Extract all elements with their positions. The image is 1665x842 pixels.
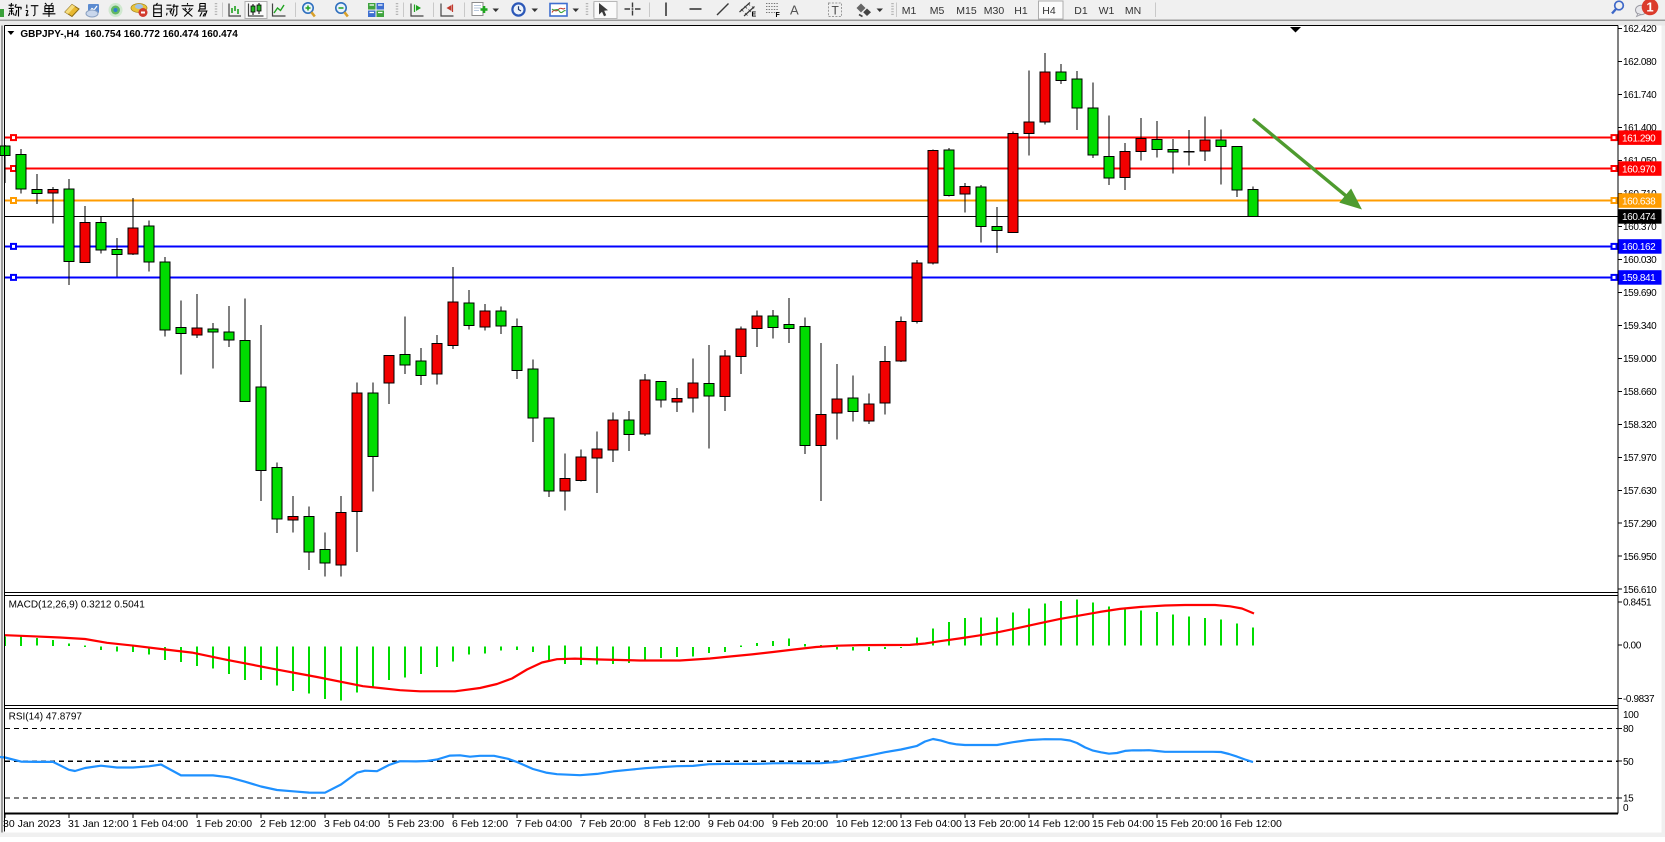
svg-text:100: 100	[1623, 710, 1639, 721]
svg-text:159.000: 159.000	[1623, 354, 1657, 365]
svg-text:157.970: 157.970	[1623, 453, 1657, 464]
svg-text:A: A	[790, 3, 799, 18]
svg-text:D1: D1	[1074, 5, 1088, 17]
svg-text:0.00: 0.00	[1623, 641, 1642, 652]
svg-text:161.740: 161.740	[1623, 90, 1657, 101]
svg-text:H1: H1	[1014, 5, 1028, 17]
svg-text:1 Feb 04:00: 1 Feb 04:00	[132, 818, 188, 830]
svg-text:15 Feb 04:00: 15 Feb 04:00	[1092, 818, 1154, 830]
svg-text:15 Feb 20:00: 15 Feb 20:00	[1156, 818, 1218, 830]
svg-text:30 Jan 2023: 30 Jan 2023	[3, 818, 61, 830]
svg-text:156.950: 156.950	[1623, 552, 1657, 563]
svg-text:0.8451: 0.8451	[1623, 597, 1652, 608]
svg-text:GBPJPY-,H4 160.754 160.772 16: GBPJPY-,H4 160.754 160.772 160.474 160.4…	[20, 29, 238, 40]
svg-text:31 Jan 12:00: 31 Jan 12:00	[68, 818, 129, 830]
svg-text:M15: M15	[956, 5, 977, 17]
svg-text:157.630: 157.630	[1623, 486, 1657, 497]
svg-text:159.841: 159.841	[1622, 273, 1656, 284]
svg-text:7 Feb 20:00: 7 Feb 20:00	[580, 818, 636, 830]
svg-text:-0.9837: -0.9837	[1623, 694, 1655, 705]
svg-text:14 Feb 12:00: 14 Feb 12:00	[1028, 818, 1090, 830]
svg-text:RSI(14) 47.8797: RSI(14) 47.8797	[9, 712, 83, 723]
svg-text:3 Feb 04:00: 3 Feb 04:00	[324, 818, 380, 830]
svg-text:160.638: 160.638	[1622, 196, 1656, 207]
svg-text:160.474: 160.474	[1622, 212, 1656, 223]
svg-text:1 Feb 20:00: 1 Feb 20:00	[196, 818, 252, 830]
svg-text:160.970: 160.970	[1622, 164, 1656, 175]
svg-text:156.610: 156.610	[1623, 585, 1657, 596]
svg-text:2 Feb 12:00: 2 Feb 12:00	[260, 818, 316, 830]
svg-text:9 Feb 20:00: 9 Feb 20:00	[772, 818, 828, 830]
svg-text:16 Feb 12:00: 16 Feb 12:00	[1220, 818, 1282, 830]
svg-text:159.340: 159.340	[1623, 321, 1657, 332]
svg-text:8 Feb 12:00: 8 Feb 12:00	[644, 818, 700, 830]
svg-text:160.162: 160.162	[1622, 242, 1656, 253]
svg-text:MACD(12,26,9) 0.3212 0.5041: MACD(12,26,9) 0.3212 0.5041	[9, 599, 146, 610]
svg-text:M5: M5	[930, 5, 945, 17]
svg-text:H4: H4	[1042, 5, 1056, 17]
svg-text:5 Feb 23:00: 5 Feb 23:00	[388, 818, 444, 830]
svg-text:10 Feb 12:00: 10 Feb 12:00	[836, 818, 898, 830]
svg-text:T: T	[832, 4, 840, 18]
svg-text:159.690: 159.690	[1623, 288, 1657, 299]
svg-text:M30: M30	[984, 5, 1005, 17]
svg-text:13 Feb 20:00: 13 Feb 20:00	[964, 818, 1026, 830]
svg-text:7 Feb 04:00: 7 Feb 04:00	[516, 818, 572, 830]
svg-text:0: 0	[1623, 803, 1629, 814]
svg-text:13 Feb 04:00: 13 Feb 04:00	[900, 818, 962, 830]
svg-text:M1: M1	[902, 5, 917, 17]
svg-text:50: 50	[1623, 757, 1634, 768]
svg-text:9 Feb 04:00: 9 Feb 04:00	[708, 818, 764, 830]
svg-text:W1: W1	[1099, 5, 1115, 17]
svg-text:MN: MN	[1125, 5, 1141, 17]
svg-text:F: F	[776, 12, 781, 19]
svg-text:158.320: 158.320	[1623, 420, 1657, 431]
svg-text:1: 1	[1646, 0, 1653, 15]
svg-text:160.030: 160.030	[1623, 255, 1657, 266]
svg-text:80: 80	[1623, 724, 1634, 735]
svg-text:158.660: 158.660	[1623, 387, 1657, 398]
svg-text:162.420: 162.420	[1623, 24, 1657, 35]
svg-text:160.370: 160.370	[1623, 222, 1657, 233]
svg-text:162.080: 162.080	[1623, 57, 1657, 68]
svg-text:6 Feb 12:00: 6 Feb 12:00	[452, 818, 508, 830]
svg-text:157.290: 157.290	[1623, 519, 1657, 530]
svg-text:E: E	[752, 12, 757, 19]
svg-text:161.290: 161.290	[1622, 133, 1656, 144]
